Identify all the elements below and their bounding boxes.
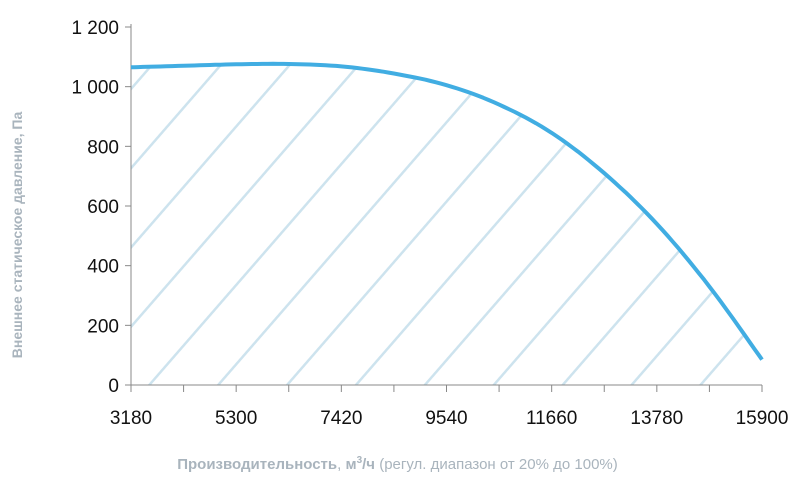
line-layer xyxy=(130,61,764,361)
y-tick-label: 400 xyxy=(87,257,119,278)
x-axis-label: Производительность, м3/ч (регул. диапазо… xyxy=(0,455,795,473)
y-tick-label: 600 xyxy=(87,197,119,218)
x-tick-label: 11660 xyxy=(526,408,577,429)
x-axis-label-title: Производительность xyxy=(177,456,338,473)
x-axis-label-note: (регул. диапазон от 20% до 100%) xyxy=(375,456,618,473)
x-tick-label: 3180 xyxy=(110,408,152,429)
x-axis-label-separator: , xyxy=(337,456,346,473)
y-tick-label: 1 000 xyxy=(71,78,119,99)
y-tick-label: 0 xyxy=(108,376,119,397)
x-tick-label: 5300 xyxy=(215,408,257,429)
x-axis-label-unit: м xyxy=(345,456,357,473)
area-fill xyxy=(131,63,762,386)
x-tick-label: 7420 xyxy=(320,408,362,429)
area-layer xyxy=(131,63,762,386)
y-tick-label: 200 xyxy=(87,316,119,337)
label-layer: 0 200 400 600 800 1 000 1 200 3180 5300 7420 9540 1… xyxy=(71,18,788,429)
series-line xyxy=(130,61,764,361)
x-axis-label-unit-tail: /ч xyxy=(362,456,376,473)
x-tick-label: 9540 xyxy=(425,408,467,429)
y-tick-label: 800 xyxy=(87,137,119,158)
x-tick-label: 13780 xyxy=(630,408,683,429)
y-axis-label: Внешнее статическое давление, Па xyxy=(9,112,25,359)
x-axis-label-unit-exponent: 3 xyxy=(356,455,363,466)
x-tick-label: 15900 xyxy=(736,408,789,429)
axis-layer xyxy=(125,24,763,392)
y-tick-label: 1 200 xyxy=(71,18,119,39)
